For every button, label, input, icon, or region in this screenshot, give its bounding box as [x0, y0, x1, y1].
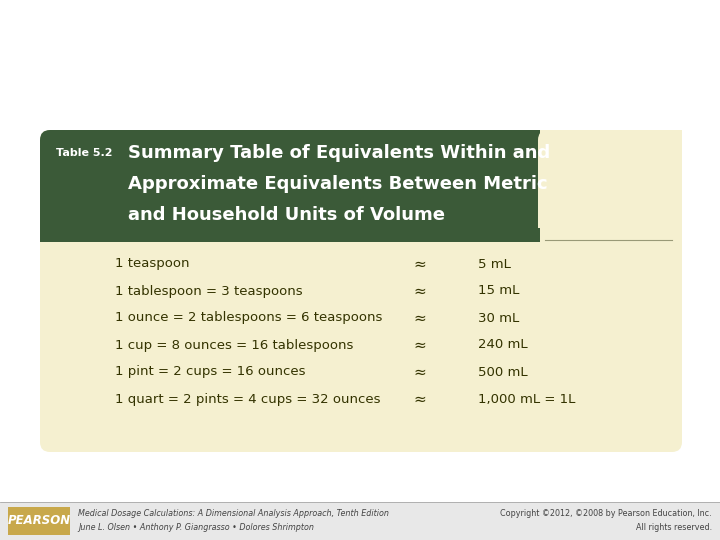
- FancyBboxPatch shape: [538, 130, 682, 242]
- Text: ≈: ≈: [413, 392, 426, 407]
- Bar: [8, 507, 70, 535]
- Text: All rights reserved.: All rights reserved.: [636, 523, 712, 531]
- Bar: [40, 228, 540, 242]
- Text: 30 mL: 30 mL: [478, 312, 519, 325]
- Text: 1 tablespoon = 3 teaspoons: 1 tablespoon = 3 teaspoons: [115, 285, 302, 298]
- Text: Summary Table of Equivalents Within and: Summary Table of Equivalents Within and: [128, 144, 550, 162]
- Text: ≈: ≈: [413, 284, 426, 299]
- Text: 1 quart = 2 pints = 4 cups = 32 ounces: 1 quart = 2 pints = 4 cups = 32 ounces: [115, 393, 380, 406]
- Text: 1,000 mL = 1L: 1,000 mL = 1L: [478, 393, 575, 406]
- Text: ≈: ≈: [413, 310, 426, 326]
- Text: and Household Units of Volume: and Household Units of Volume: [128, 206, 445, 224]
- Text: 1 cup = 8 ounces = 16 tablespoons: 1 cup = 8 ounces = 16 tablespoons: [115, 339, 354, 352]
- Text: June L. Olsen • Anthony P. Giangrasso • Dolores Shrimpton: June L. Olsen • Anthony P. Giangrasso • …: [78, 523, 314, 531]
- Text: ≈: ≈: [413, 338, 426, 353]
- Text: ≈: ≈: [413, 256, 426, 272]
- Text: PEARSON: PEARSON: [7, 515, 71, 528]
- FancyBboxPatch shape: [40, 130, 682, 242]
- Text: 1 teaspoon: 1 teaspoon: [115, 258, 189, 271]
- Text: Copyright ©2012, ©2008 by Pearson Education, Inc.: Copyright ©2012, ©2008 by Pearson Educat…: [500, 510, 712, 518]
- Text: 5 mL: 5 mL: [478, 258, 511, 271]
- Text: 240 mL: 240 mL: [478, 339, 528, 352]
- Text: ≈: ≈: [413, 364, 426, 380]
- Text: 1 ounce = 2 tablespoons = 6 teaspoons: 1 ounce = 2 tablespoons = 6 teaspoons: [115, 312, 382, 325]
- Text: 15 mL: 15 mL: [478, 285, 519, 298]
- Text: Table 5.2: Table 5.2: [56, 148, 112, 158]
- Bar: [0, 502, 720, 540]
- FancyBboxPatch shape: [40, 130, 682, 452]
- Bar: [540, 130, 682, 242]
- Text: 1 pint = 2 cups = 16 ounces: 1 pint = 2 cups = 16 ounces: [115, 366, 305, 379]
- Text: Approximate Equivalents Between Metric: Approximate Equivalents Between Metric: [128, 175, 548, 193]
- Text: 500 mL: 500 mL: [478, 366, 528, 379]
- Text: Medical Dosage Calculations: A Dimensional Analysis Approach, Tenth Edition: Medical Dosage Calculations: A Dimension…: [78, 510, 389, 518]
